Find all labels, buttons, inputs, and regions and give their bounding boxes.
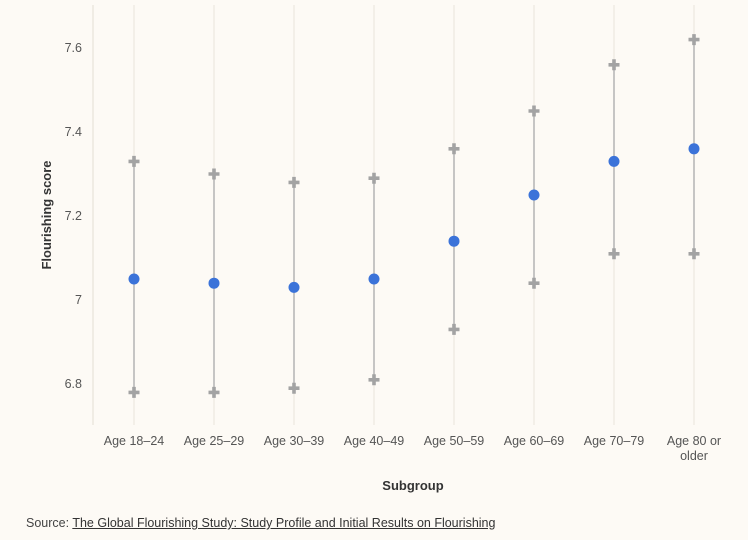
source-prefix: Source: — [26, 516, 73, 530]
data-point[interactable] — [368, 273, 380, 285]
lower-bound-marker — [208, 386, 220, 398]
data-point[interactable] — [288, 281, 300, 293]
x-tick-label: Age 50–59 — [424, 434, 485, 448]
source-link[interactable]: The Global Flourishing Study: Study Prof… — [72, 516, 496, 530]
chart: 6.8 7 7.2 7.4 7.6 Age 18–24 Age 25–29 Age 30–3… — [39, 5, 721, 493]
upper-bound-marker — [528, 105, 540, 117]
x-tick-label: Age 60–69 — [504, 434, 565, 448]
data-point[interactable] — [208, 277, 220, 289]
source-note: Source: The Global Flourishing Study: St… — [26, 516, 495, 530]
upper-bound-marker — [368, 172, 380, 184]
lower-bound-marker — [608, 248, 620, 260]
x-tick-label: Age 18–24 — [104, 434, 165, 448]
data-point[interactable] — [528, 189, 540, 201]
x-tick-label: Age 30–39 — [264, 434, 325, 448]
data-point[interactable] — [448, 235, 460, 247]
bound-markers — [128, 34, 700, 398]
lower-bound-marker — [288, 382, 300, 394]
y-tick-label: 6.8 — [65, 377, 82, 391]
upper-bound-marker — [208, 168, 220, 180]
upper-bound-marker — [448, 143, 460, 155]
x-axis-title: Subgroup — [382, 478, 443, 493]
y-tick-label: 7.2 — [65, 209, 82, 223]
y-tick-label: 7.4 — [65, 125, 82, 139]
upper-bound-marker — [688, 34, 700, 46]
data-point[interactable] — [608, 155, 620, 167]
data-point[interactable] — [128, 273, 140, 285]
x-tick-label: Age 25–29 — [184, 434, 245, 448]
x-tick-label: Age 40–49 — [344, 434, 405, 448]
lower-bound-marker — [368, 374, 380, 386]
y-tick-label: 7 — [75, 293, 82, 307]
interval-lines — [133, 39, 695, 393]
x-tick-label: Age 80 or older — [667, 434, 721, 463]
lower-bound-marker — [128, 386, 140, 398]
data-points — [128, 143, 700, 293]
lower-bound-marker — [448, 323, 460, 335]
upper-bound-marker — [288, 176, 300, 188]
lower-bound-marker — [688, 248, 700, 260]
x-tick-label: Age 70–79 — [584, 434, 645, 448]
y-axis-title: Flourishing score — [39, 160, 54, 269]
x-tick-labels: Age 18–24 Age 25–29 Age 30–39 Age 40–49 Age … — [104, 434, 721, 463]
grid-lines — [133, 5, 695, 425]
data-point[interactable] — [688, 143, 700, 155]
upper-bound-marker — [608, 59, 620, 71]
y-tick-labels: 6.8 7 7.2 7.4 7.6 — [65, 41, 82, 391]
y-tick-label: 7.6 — [65, 41, 82, 55]
lower-bound-marker — [528, 277, 540, 289]
upper-bound-marker — [128, 155, 140, 167]
